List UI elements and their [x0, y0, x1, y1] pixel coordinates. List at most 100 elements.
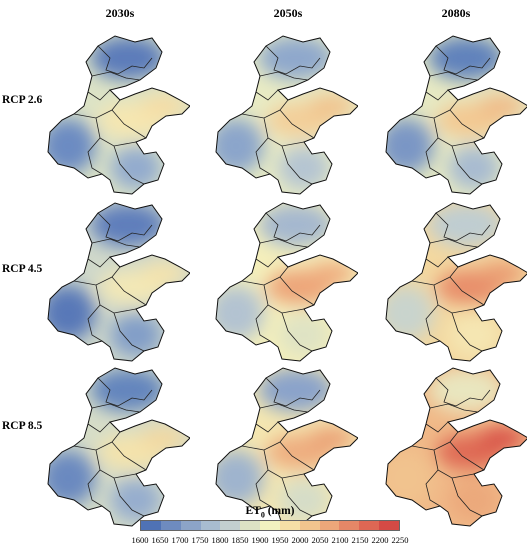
row-header-rcp26: RCP 2.6 [2, 94, 43, 106]
region-outline [47, 202, 191, 362]
legend-swatch [339, 521, 360, 530]
province-boundary [97, 377, 153, 407]
province-boundary [255, 304, 271, 342]
column-header-2050s: 2050s [273, 6, 303, 20]
legend-swatch [299, 521, 320, 530]
province-boundary [73, 431, 121, 451]
region-north [258, 203, 334, 247]
legend-tick-label: 2250 [391, 535, 409, 545]
region-north [90, 203, 166, 247]
province-boundary [281, 477, 313, 517]
legend-tick-label: 1950 [271, 535, 289, 545]
region-north [428, 368, 504, 412]
province-boundary [429, 71, 479, 81]
province-boundary [113, 145, 145, 185]
region-south [110, 478, 162, 522]
region-north [258, 36, 334, 80]
province-boundary [425, 256, 449, 268]
province-boundary [435, 45, 491, 75]
province-boundary [425, 89, 449, 101]
province-boundary [241, 99, 289, 119]
province-boundary [255, 469, 271, 507]
province-boundary [425, 137, 441, 175]
province-boundary [91, 238, 141, 248]
region-east [308, 261, 356, 285]
region-east [140, 94, 188, 118]
legend-tick-label: 2000 [291, 535, 309, 545]
region-south [278, 478, 330, 522]
province-boundary [411, 266, 459, 286]
region-south [278, 313, 330, 357]
legend-swatch [160, 521, 181, 530]
legend-tick-label: 2050 [311, 535, 329, 545]
legend-tick-label: 1700 [171, 535, 189, 545]
region-north [428, 203, 504, 247]
legend-swatch [220, 521, 241, 530]
region-south [448, 313, 500, 357]
region-east [478, 426, 526, 450]
province-boundary [451, 477, 483, 517]
province-boundary [241, 266, 289, 286]
province-boundary [425, 469, 441, 507]
legend-tick-label: 1750 [191, 535, 209, 545]
region-north [258, 368, 334, 412]
province-boundary [449, 109, 485, 139]
province-boundary [87, 256, 111, 268]
map-panel-rcp85-2050s [208, 360, 359, 528]
province-boundary [429, 403, 479, 413]
province-boundary [433, 117, 475, 147]
province-boundary [87, 89, 111, 101]
legend-tick-label: 1900 [251, 535, 269, 545]
province-boundary [91, 403, 141, 413]
province-boundary [265, 45, 321, 75]
province-boundary [451, 312, 483, 352]
province-boundary [111, 109, 147, 139]
legend-swatch [359, 521, 380, 530]
map-svg [215, 35, 359, 195]
legend-tick-label: 2100 [331, 535, 349, 545]
province-boundary [263, 284, 305, 314]
legend-swatch [240, 521, 261, 530]
province-boundary [411, 431, 459, 451]
map-svg [47, 202, 191, 362]
province-boundary [255, 421, 279, 433]
map-svg [385, 35, 527, 195]
map-svg [215, 367, 359, 527]
province-boundary [263, 117, 305, 147]
legend-tick-label: 1600 [131, 535, 149, 545]
map-svg [385, 202, 527, 362]
province-boundary [87, 137, 103, 175]
province-boundary [87, 421, 111, 433]
province-boundary [97, 45, 153, 75]
province-boundary [111, 441, 147, 471]
province-boundary [279, 441, 315, 471]
legend-tick-label: 2200 [371, 535, 389, 545]
map-svg [47, 367, 191, 527]
map-svg [47, 35, 191, 195]
legend-swatch [141, 521, 161, 530]
province-boundary [425, 421, 449, 433]
region-east [140, 261, 188, 285]
province-boundary [449, 276, 485, 306]
map-panel-rcp26-2080s [378, 28, 527, 196]
region-outline [215, 35, 359, 195]
province-boundary [429, 238, 479, 248]
legend-tick-label: 1850 [231, 535, 249, 545]
legend-swatch [260, 521, 280, 530]
region-north [90, 36, 166, 80]
province-boundary [279, 109, 315, 139]
region-outline [215, 202, 359, 362]
province-boundary [433, 284, 475, 314]
legend-tick-label: 2150 [351, 535, 369, 545]
legend-swatch [279, 521, 300, 530]
province-boundary [241, 431, 289, 451]
province-boundary [425, 304, 441, 342]
province-boundary [281, 145, 313, 185]
province-boundary [435, 377, 491, 407]
province-boundary [411, 99, 459, 119]
legend-swatch [200, 521, 221, 530]
map-panel-rcp45-2080s [378, 195, 527, 363]
province-boundary [73, 99, 121, 119]
province-boundary [259, 403, 309, 413]
province-boundary [87, 304, 103, 342]
